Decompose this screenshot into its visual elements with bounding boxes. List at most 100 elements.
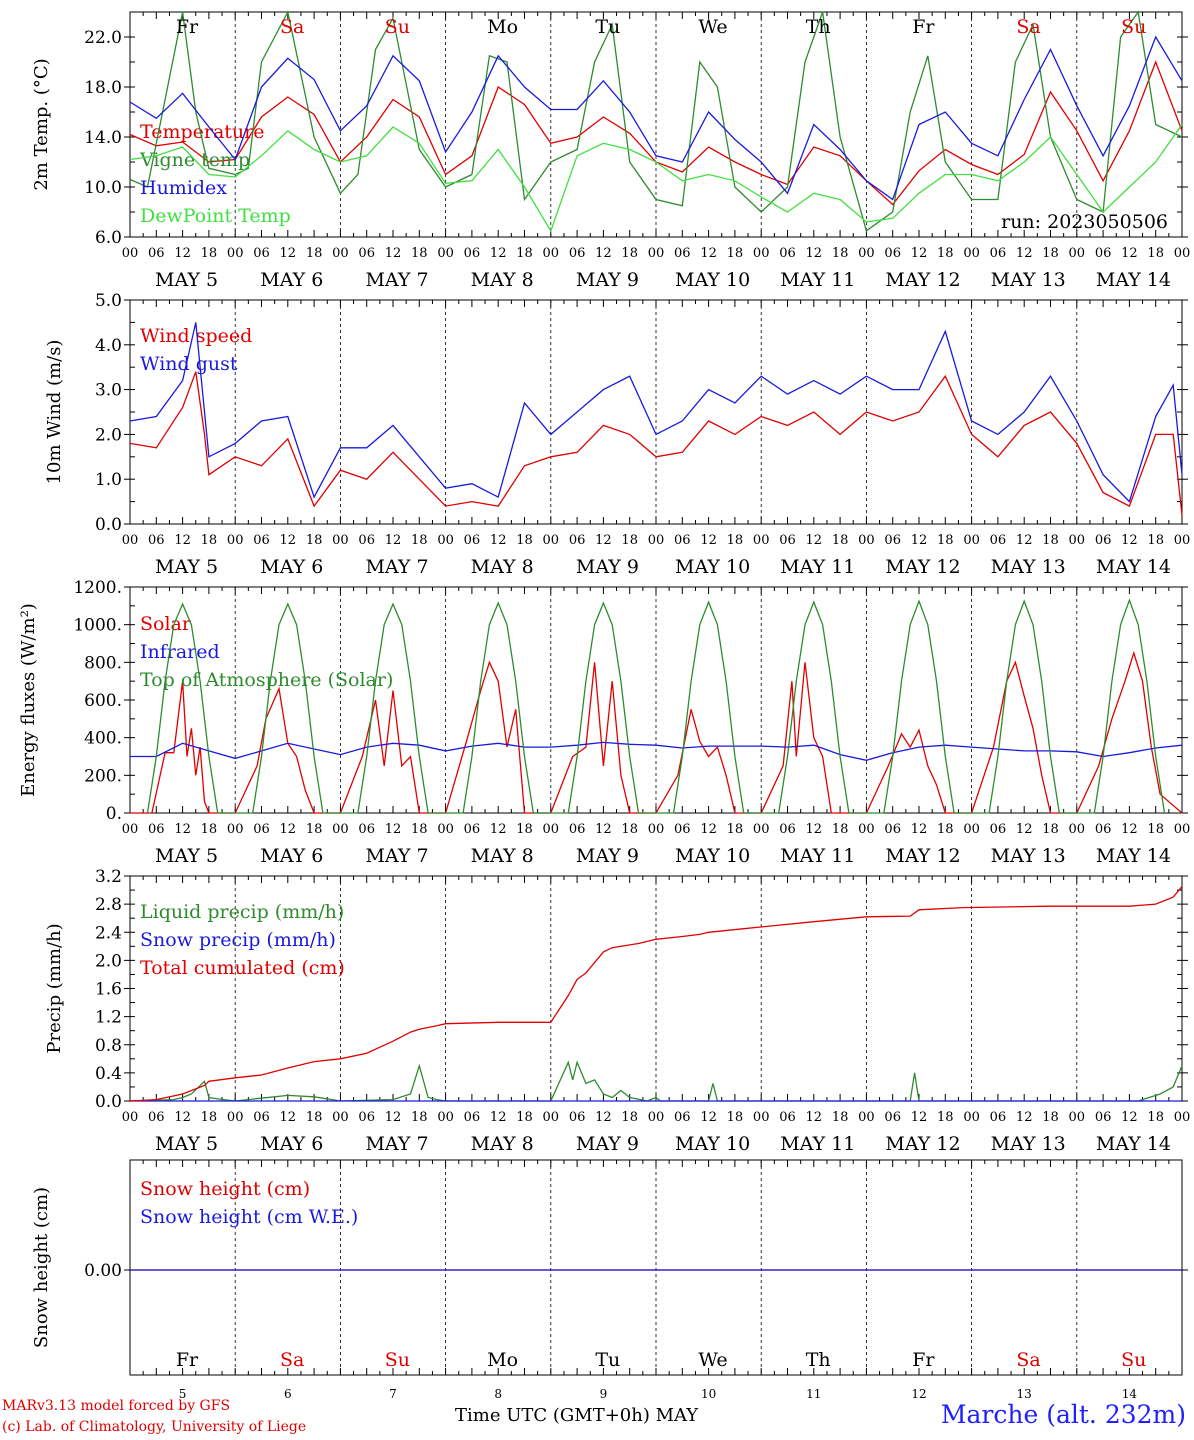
y-axis-label: Precip (mm/h) — [44, 923, 65, 1053]
hour-label: 06 — [148, 1110, 165, 1125]
hour-label: 18 — [201, 1110, 218, 1125]
hour-label: 12 — [806, 1110, 823, 1125]
hour-label: 00 — [122, 246, 139, 261]
date-label: MAY 5 — [155, 845, 218, 867]
hour-label: 18 — [201, 533, 218, 548]
y-tick-label: 5.0 — [95, 291, 122, 311]
hour-label: 12 — [1121, 822, 1138, 837]
hour-label: 00 — [648, 822, 665, 837]
hour-label: 00 — [858, 533, 875, 548]
y-tick-label: 0.0 — [95, 515, 122, 535]
hour-label: 18 — [937, 822, 954, 837]
hour-label: 06 — [253, 246, 270, 261]
hour-label: 12 — [174, 533, 191, 548]
y-tick-label: 6.0 — [95, 228, 122, 248]
day-number: 9 — [600, 1387, 608, 1401]
hour-label: 00 — [1174, 533, 1191, 548]
hour-label: 12 — [385, 822, 402, 837]
day-number: 14 — [1122, 1387, 1138, 1401]
y-axis-label: Energy fluxes (W/m²) — [18, 603, 39, 797]
weekday-label: Tu — [595, 1349, 620, 1371]
date-label: MAY 9 — [576, 269, 639, 291]
credit-model: MARv3.13 model forced by GFS — [2, 1398, 231, 1414]
y-tick-label: 600. — [84, 691, 122, 711]
legend-entry: Infrared — [140, 641, 220, 663]
hour-label: 00 — [1174, 1110, 1191, 1125]
hour-label: 06 — [779, 533, 796, 548]
hour-label: 00 — [227, 822, 244, 837]
station-label: Marche (alt. 232m) — [940, 1400, 1186, 1429]
hour-label: 18 — [621, 1110, 638, 1125]
hour-label: 00 — [543, 1110, 560, 1125]
series-wind-speed — [129, 371, 1183, 516]
hour-label: 12 — [595, 246, 612, 261]
weekday-label: Th — [806, 1349, 831, 1371]
date-label: MAY 9 — [576, 556, 639, 578]
hour-label: 12 — [595, 822, 612, 837]
hour-label: 06 — [148, 246, 165, 261]
date-label: MAY 10 — [675, 845, 750, 867]
y-tick-label: 2.4 — [95, 923, 122, 943]
date-label: MAY 12 — [885, 845, 960, 867]
hour-label: 00 — [963, 246, 980, 261]
hour-label: 12 — [1121, 246, 1138, 261]
x-axis-title-text: Time UTC (GMT+0h) — [455, 1405, 650, 1426]
date-label: MAY 11 — [780, 845, 855, 867]
hour-label: 18 — [411, 246, 428, 261]
day-number: 10 — [701, 1387, 716, 1401]
hour-label: 00 — [332, 1110, 349, 1125]
hour-label: 12 — [1121, 1110, 1138, 1125]
hour-label: 00 — [858, 1110, 875, 1125]
y-tick-label: 1.0 — [95, 470, 122, 490]
panel-frame — [129, 11, 1183, 238]
weekday-label: Sa — [1016, 1349, 1040, 1371]
hour-label: 12 — [1016, 533, 1033, 548]
hour-label: 00 — [648, 533, 665, 548]
panel-5: 0.00 Snow height (cm) Snow height (cm) Snow… — [31, 1159, 1188, 1376]
hour-label: 06 — [884, 822, 901, 837]
credit-lab: (c) Lab. of Climatology, University of L… — [2, 1419, 307, 1435]
hour-label: 00 — [1069, 533, 1086, 548]
hour-label: 12 — [806, 246, 823, 261]
hour-label: 00 — [543, 246, 560, 261]
y-tick-label: 3.0 — [95, 381, 122, 401]
hour-label: 00 — [963, 533, 980, 548]
date-label: MAY 8 — [471, 845, 534, 867]
hour-label: 06 — [464, 1110, 481, 1125]
hour-label: 06 — [253, 822, 270, 837]
hour-label: 06 — [148, 533, 165, 548]
hour-label: 18 — [832, 1110, 849, 1125]
weekday-label: Mo — [487, 1349, 518, 1371]
panel-4: 0.0 0.4 0.8 1.2 1.6 2.0 2.4 2.8 3.2 Precip (mm/h)… — [44, 867, 1190, 1155]
hour-label: 12 — [1016, 822, 1033, 837]
hour-label: 18 — [411, 533, 428, 548]
hour-label: 00 — [858, 822, 875, 837]
date-label: MAY 14 — [1096, 845, 1171, 867]
hour-label: 06 — [884, 1110, 901, 1125]
weekday-label: Fr — [912, 16, 935, 38]
legend-entry: Wind gust — [140, 353, 238, 375]
hour-label: 18 — [516, 1110, 533, 1125]
hour-label: 12 — [490, 533, 507, 548]
y-tick-label: 800. — [84, 653, 122, 673]
day-number: 12 — [911, 1387, 926, 1401]
panel-3: 0. 200. 400. 600. 800. 1000. 1200. Energy fluxe… — [18, 578, 1190, 867]
weekday-label: Fr — [912, 1349, 935, 1371]
legend-entry: Snow height (cm W.E.) — [140, 1206, 358, 1228]
hour-label: 18 — [832, 822, 849, 837]
weekday-label: Su — [1121, 1349, 1146, 1371]
hour-label: 18 — [727, 246, 744, 261]
hour-label: 18 — [201, 246, 218, 261]
legend-entry: Total cumulated (cm) — [140, 957, 345, 979]
date-label: MAY 5 — [155, 269, 218, 291]
hour-label: 12 — [595, 533, 612, 548]
hour-label: 18 — [937, 533, 954, 548]
hour-label: 06 — [674, 533, 691, 548]
hour-label: 18 — [937, 246, 954, 261]
hour-label: 06 — [779, 1110, 796, 1125]
legend-entry: DewPoint Temp — [140, 205, 291, 227]
day-number: 5 — [179, 1387, 187, 1401]
weekday-label: We — [698, 16, 727, 38]
y-tick-label: 400. — [84, 729, 122, 749]
date-label: MAY 11 — [780, 1133, 855, 1155]
